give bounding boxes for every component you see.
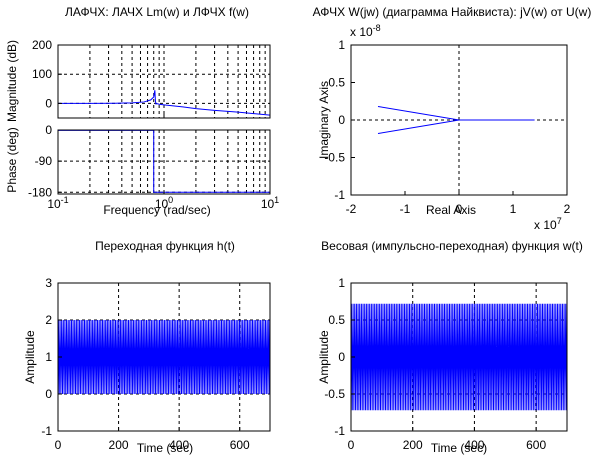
nyquist-y-exponent: x 10-8 bbox=[350, 23, 381, 39]
bode-phase-xtick-exp: -1 bbox=[61, 195, 69, 205]
nyquist-ylabel: Imaginary Axis bbox=[317, 81, 331, 159]
impulse-xtick-label: 200 bbox=[403, 438, 423, 452]
bode-phase-ytick-label: 0 bbox=[45, 123, 52, 137]
impulse-title: Весовая (импульсно-переходная) функция w… bbox=[321, 239, 583, 253]
nyquist-xtick-label: 2 bbox=[564, 202, 571, 216]
impulse-ytick-label: -1 bbox=[334, 424, 345, 438]
impulse-series-line bbox=[350, 303, 568, 411]
step-ytick-label: 1 bbox=[45, 350, 52, 364]
bode-phase-ytick-label: -90 bbox=[35, 154, 53, 168]
nyquist-xtick-label: 1 bbox=[510, 202, 517, 216]
bode-phase-xtick-label: 101 bbox=[261, 195, 279, 211]
bode-phase-ytick-label: -180 bbox=[28, 185, 52, 199]
bode-mag-series-line bbox=[58, 90, 271, 116]
impulse-ytick-label: -0.5 bbox=[324, 387, 345, 401]
nyquist-title: АФЧХ W(jw) (диаграмма Найквиста): jV(w) … bbox=[313, 5, 592, 19]
nyquist-ytick-label: -0.5 bbox=[324, 151, 345, 165]
impulse-xlabel: Time (sec) bbox=[431, 441, 487, 455]
impulse-xtick-label: 600 bbox=[526, 438, 546, 452]
impulse-xtick-label: 400 bbox=[464, 438, 484, 452]
nyquist-x-exponent: x 107 bbox=[534, 216, 562, 232]
bode-phase-xtick-exp: 0 bbox=[168, 195, 173, 205]
step-ylabel: Amplitude bbox=[23, 330, 37, 384]
impulse-axes: 0 200 400 600 -1 -0.5 0 0.5 1 bbox=[324, 276, 568, 452]
step-xtick-label: 600 bbox=[230, 438, 250, 452]
bode-phase-xtick-base: 10 bbox=[47, 197, 61, 211]
bode-magnitude-axes: 0 100 200 bbox=[32, 38, 271, 119]
nyquist-series-line bbox=[377, 119, 460, 134]
nyquist-ytick-label: 1 bbox=[338, 38, 345, 52]
step-ytick-label: 3 bbox=[45, 276, 52, 290]
step-xtick-label: 0 bbox=[55, 438, 62, 452]
bode-phase-xtick-base: 10 bbox=[261, 197, 275, 211]
bode-title: ЛАФЧХ: ЛАЧХ Lm(w) и ЛФЧХ f(w) bbox=[65, 5, 249, 19]
step-series-line bbox=[57, 319, 271, 395]
bode-xlabel: Frequency (rad/sec) bbox=[103, 203, 210, 217]
bode-phase-xtick-label: 10-1 bbox=[47, 195, 68, 211]
nyquist-ytick-label: -1 bbox=[334, 188, 345, 202]
step-xlabel: Time (sec) bbox=[137, 441, 193, 455]
step-xtick-label: 200 bbox=[109, 438, 129, 452]
step-ytick-label: -1 bbox=[41, 424, 52, 438]
bode-magnitude-ylabel: Magnitude (dB) bbox=[5, 40, 19, 122]
nyquist-xtick-label: 0 bbox=[456, 202, 463, 216]
nyquist-ytick-label: 0.5 bbox=[328, 76, 345, 90]
impulse-ytick-label: 0.5 bbox=[328, 313, 345, 327]
bode-mag-ytick-label: 100 bbox=[32, 67, 52, 81]
bode-mag-ytick-label: 200 bbox=[32, 38, 52, 52]
impulse-ylabel: Amplitude bbox=[317, 330, 331, 384]
bode-phase-ylabel: Phase (deg) bbox=[5, 127, 19, 192]
bode-phase-xtick-base: 10 bbox=[155, 197, 169, 211]
nyquist-axes: -2 -1 0 1 2-1-0.500.51 bbox=[324, 38, 570, 216]
step-xtick-label: 400 bbox=[169, 438, 189, 452]
bode-phase-xtick-label: 100 bbox=[155, 195, 173, 211]
step-ytick-label: 2 bbox=[45, 313, 52, 327]
nyquist-xtick-label: -1 bbox=[400, 202, 411, 216]
nyquist-xlabel: Real Axis bbox=[426, 203, 476, 217]
impulse-ytick-label: 0 bbox=[338, 350, 345, 364]
bode-phase-xtick-exp: 1 bbox=[274, 195, 279, 205]
step-title: Переходная функция h(t) bbox=[95, 239, 235, 253]
bode-mag-ytick-label: 0 bbox=[45, 96, 52, 110]
impulse-ytick-label: 1 bbox=[338, 276, 345, 290]
step-ytick-label: 0 bbox=[45, 387, 52, 401]
nyquist-ytick-label: 0 bbox=[338, 113, 345, 127]
nyquist-xtick-label: -2 bbox=[346, 202, 357, 216]
impulse-xtick-label: 0 bbox=[348, 438, 355, 452]
